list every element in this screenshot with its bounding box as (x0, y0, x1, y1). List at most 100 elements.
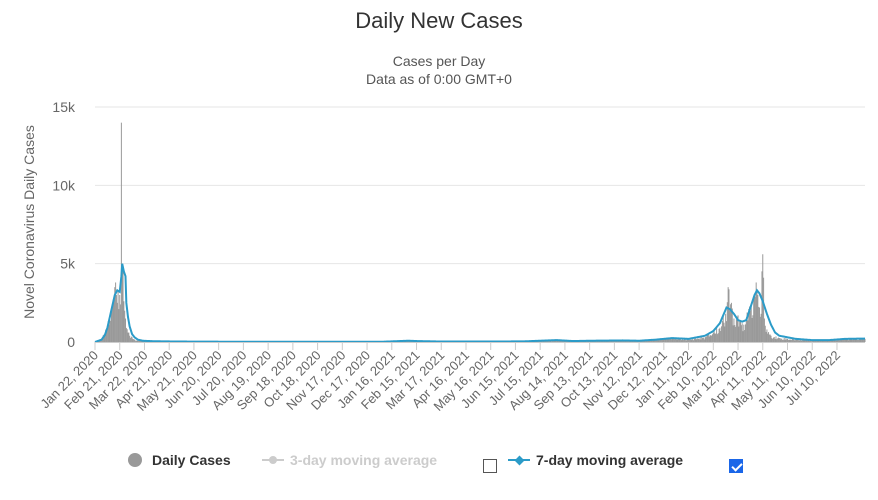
daily-cases-bar (683, 340, 685, 342)
daily-cases-bar (826, 340, 828, 342)
daily-cases-bar (757, 295, 759, 342)
daily-cases-bar (707, 334, 709, 342)
daily-cases-bar (830, 340, 832, 342)
daily-cases-bar (783, 338, 785, 342)
daily-cases-bar (799, 340, 801, 342)
y-tick-label: 0 (67, 334, 75, 350)
daily-cases-bar (720, 331, 722, 342)
daily-cases-bar (801, 340, 803, 342)
daily-cases-bar (819, 340, 821, 342)
daily-cases-bar (724, 326, 726, 342)
daily-cases-bar (778, 338, 780, 342)
daily-cases-bar (646, 340, 648, 342)
daily-cases-bar (775, 336, 777, 342)
daily-cases-bar (672, 338, 674, 342)
daily-cases-bar (771, 338, 773, 342)
daily-cases-bar (723, 322, 725, 342)
daily-cases-bar (777, 337, 779, 342)
legend-item-7-day-average[interactable]: 7-day moving average (508, 452, 683, 468)
daily-cases-bar (744, 324, 746, 342)
checkbox-3-day-average[interactable] (483, 459, 497, 473)
daily-cases-bar (685, 340, 687, 342)
daily-cases-bar (713, 331, 715, 342)
daily-cases-bar (550, 340, 552, 342)
daily-cases-bar (785, 338, 787, 342)
daily-cases-bar (779, 338, 781, 342)
daily-cases-bar (139, 340, 141, 342)
daily-cases-bar (722, 316, 724, 342)
daily-cases-bar (827, 340, 829, 342)
daily-cases-bar (674, 339, 676, 342)
daily-cases-bar (661, 339, 663, 342)
daily-cases-bar (813, 340, 815, 342)
daily-cases-bar (675, 337, 677, 342)
daily-cases-bar (758, 306, 760, 342)
chart-subtitle: Cases per Day Data as of 0:00 GMT+0 (0, 52, 878, 88)
daily-cases-bar (818, 340, 820, 342)
daily-cases-bar (619, 341, 621, 342)
daily-cases-bar (859, 339, 861, 342)
daily-cases-bar (667, 338, 669, 342)
daily-cases-bar (714, 333, 716, 342)
daily-cases-bar (138, 340, 140, 342)
daily-cases-bar (850, 338, 852, 342)
chart-legend: Daily Cases 3-day moving average 7-day m… (0, 452, 878, 476)
daily-cases-bar (693, 338, 695, 342)
legend-marker-circle-icon (128, 453, 142, 467)
daily-cases-bar (726, 321, 727, 342)
daily-cases-bar (114, 287, 116, 342)
daily-cases-bar (702, 337, 704, 342)
daily-cases-bar (552, 340, 554, 342)
daily-cases-bar (741, 323, 743, 342)
daily-cases-bar (136, 340, 138, 342)
daily-cases-bar (740, 321, 742, 342)
daily-cases-bar (763, 277, 765, 342)
daily-cases-bar (693, 340, 695, 342)
seven-day-average-line (94, 263, 866, 343)
daily-cases-bar (134, 339, 136, 342)
daily-cases-bar (704, 337, 706, 342)
daily-cases-bar (820, 340, 822, 342)
daily-cases-bar (822, 340, 824, 342)
daily-cases-bar (760, 313, 762, 342)
daily-cases-bar (832, 340, 834, 342)
daily-cases-bar (815, 341, 817, 342)
y-tick-label: 10k (52, 177, 76, 193)
daily-cases-bar (716, 327, 718, 342)
daily-cases-bar (715, 333, 717, 342)
daily-cases-bar (618, 340, 619, 342)
daily-cases-bar (631, 341, 633, 342)
daily-cases-bar (669, 338, 671, 342)
daily-cases-bar (776, 339, 778, 342)
legend-item-3-day-average[interactable]: 3-day moving average (262, 452, 437, 468)
daily-cases-bar (660, 339, 662, 342)
daily-cases-bar (855, 338, 857, 342)
daily-cases-bar (556, 340, 558, 342)
daily-cases-bar (725, 313, 727, 342)
daily-cases-bar (809, 341, 811, 342)
daily-cases-bar (110, 310, 112, 342)
legend-item-daily-cases[interactable]: Daily Cases (128, 452, 231, 468)
daily-cases-bar (651, 340, 653, 342)
daily-cases-bar (611, 341, 613, 342)
daily-cases-bar (547, 341, 549, 342)
legend-label-daily-cases: Daily Cases (152, 452, 231, 468)
daily-cases-bar (801, 340, 803, 342)
daily-cases-bar (112, 299, 114, 342)
subtitle-line-1: Cases per Day (392, 53, 486, 69)
daily-cases-bar (836, 340, 838, 342)
checkbox-7-day-average[interactable] (729, 459, 743, 473)
daily-cases-bar (609, 341, 611, 342)
daily-cases-bar (852, 339, 854, 342)
daily-cases-bar (811, 340, 813, 342)
daily-cases-bar (817, 340, 819, 342)
daily-cases-bar (605, 341, 607, 342)
daily-cases-bar (829, 340, 831, 342)
daily-cases-bar (758, 307, 760, 342)
daily-cases-bar (707, 334, 709, 342)
daily-cases-bar (787, 338, 789, 342)
daily-cases-bar (124, 310, 126, 342)
daily-cases-bar (803, 340, 805, 342)
daily-cases-bar (853, 338, 855, 342)
daily-cases-bar (862, 338, 864, 342)
